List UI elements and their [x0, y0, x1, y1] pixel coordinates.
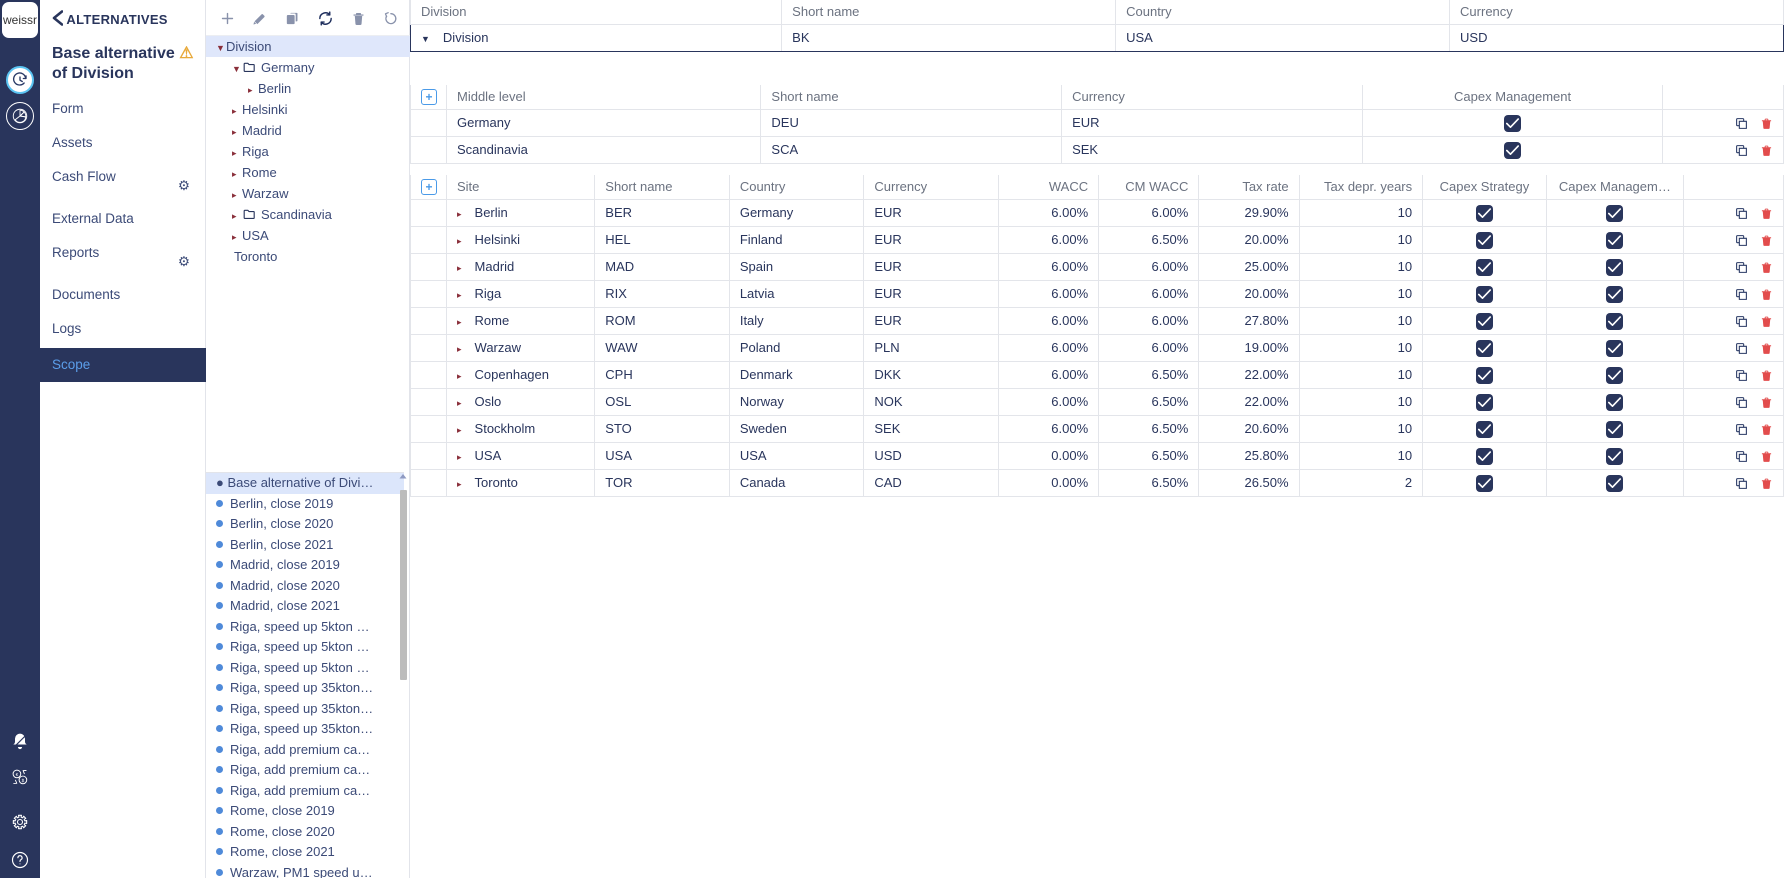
svg-text:$: $: [22, 778, 25, 783]
svg-text:€: €: [16, 772, 19, 777]
